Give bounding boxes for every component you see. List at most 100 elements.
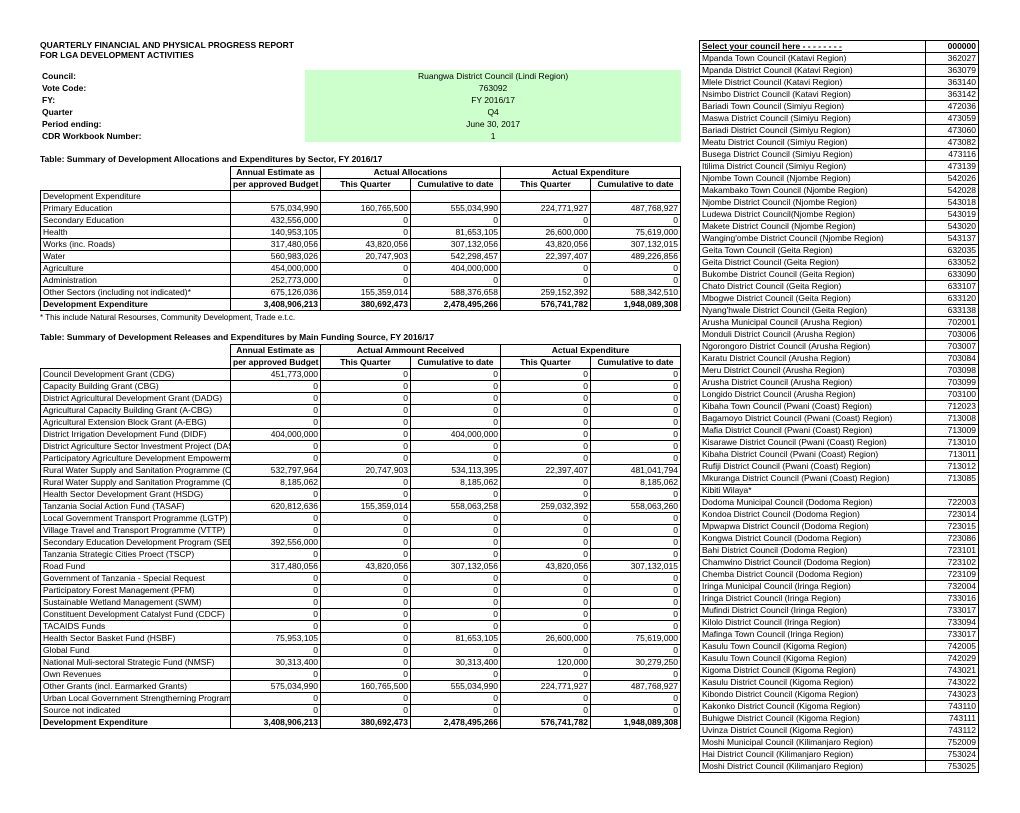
table-cell: 0 — [591, 621, 681, 633]
table-cell: 0 — [501, 381, 591, 393]
table-row-label: Own Revenues — [41, 669, 231, 681]
table-row-label: Water — [41, 251, 231, 263]
council-name: Chamwino District Council (Dodoma Region… — [700, 557, 926, 569]
table-row: Capacity Building Grant (CBG) 0 0 0 0 0 — [41, 381, 681, 393]
council-code: 733017 — [926, 605, 979, 617]
table-cell — [501, 191, 591, 203]
council-code: 743110 — [926, 701, 979, 713]
table-row: Secondary Education 432,556,000 0 0 0 0 — [41, 215, 681, 227]
meta-council-label: Council: — [40, 70, 305, 82]
table-cell: 0 — [231, 597, 321, 609]
council-list-item: Arusha Municipal Council (Arusha Region)… — [700, 317, 979, 329]
table-cell: 0 — [591, 645, 681, 657]
table-cell: 0 — [501, 525, 591, 537]
meta-vote-label: Vote Code: — [40, 82, 305, 94]
table-cell: 26,600,000 — [501, 633, 591, 645]
table-cell — [231, 191, 321, 203]
table-cell: 487,768,927 — [591, 681, 681, 693]
table-cell: 259,032,392 — [501, 501, 591, 513]
meta-council-value: Ruangwa District Council (Lindi Region) — [305, 70, 681, 82]
table-cell: 575,034,990 — [231, 203, 321, 215]
council-list-item: Uvinza District Council (Kigoma Region)7… — [700, 725, 979, 737]
table-row: Constituent Development Catalyst Fund (C… — [41, 609, 681, 621]
table-row-label: Works (inc. Roads) — [41, 239, 231, 251]
table-cell: 0 — [231, 453, 321, 465]
council-list-item: Maswa District Council (Simiyu Region)47… — [700, 113, 979, 125]
table-cell: 0 — [411, 275, 501, 287]
council-code: 543137 — [926, 233, 979, 245]
council-list-item: Kisarawe District Council (Pwani (Coast)… — [700, 437, 979, 449]
council-name: Iringa District Council (Iringa Region) — [700, 593, 926, 605]
council-name: Kondoa District Council (Dodoma Region) — [700, 509, 926, 521]
council-code: 753024 — [926, 749, 979, 761]
council-name: Kakonko District Council (Kigoma Region) — [700, 701, 926, 713]
council-name: Kasulu Town Council (Kigoma Region) — [700, 653, 926, 665]
table-cell: 0 — [321, 669, 411, 681]
table-cell: 26,600,000 — [501, 227, 591, 239]
table-cell: 0 — [591, 369, 681, 381]
table-cell: 0 — [231, 393, 321, 405]
table-row-label: Health Sector Basket Fund (HSBF) — [41, 633, 231, 645]
t1-h-alloc: Actual Allocations — [321, 167, 501, 179]
council-name: Kongwa District Council (Dodoma Region) — [700, 533, 926, 545]
council-list-item: Kasulu Town Council (Kigoma Region)74202… — [700, 653, 979, 665]
table-cell: 43,820,056 — [501, 561, 591, 573]
council-name: Chato District Council (Geita Region) — [700, 281, 926, 293]
council-list-item: Kondoa District Council (Dodoma Region)7… — [700, 509, 979, 521]
council-name: Rufiji District Council (Pwani (Coast) R… — [700, 461, 926, 473]
table-row: Secondary Education Development Program … — [41, 537, 681, 549]
table-row-label: Sustainable Wetland Management (SWM) — [41, 597, 231, 609]
table-cell: 392,556,000 — [231, 537, 321, 549]
table-row: Other Grants (incl. Earmarked Grants) 57… — [41, 681, 681, 693]
table-row: Agricultural Extension Block Grant (A-EB… — [41, 417, 681, 429]
council-name: Kisarawe District Council (Pwani (Coast)… — [700, 437, 926, 449]
table1-title: Table: Summary of Development Allocation… — [40, 154, 681, 164]
council-name: Mbogwe District Council (Geita Region) — [700, 293, 926, 305]
council-name: Geita Town Council (Geita Region) — [700, 245, 926, 257]
council-name: Ludewa District Council(Njombe Region) — [700, 209, 926, 221]
table-cell: 0 — [321, 585, 411, 597]
table-cell: 0 — [501, 573, 591, 585]
table-cell: 0 — [321, 417, 411, 429]
meta-quarter-label: Quarter — [40, 106, 305, 118]
council-name: Uvinza District Council (Kigoma Region) — [700, 725, 926, 737]
table-cell: 120,000 — [501, 657, 591, 669]
table-cell: 560,983,026 — [231, 251, 321, 263]
table-cell: 0 — [411, 393, 501, 405]
council-code: 633138 — [926, 305, 979, 317]
table-cell: 224,771,927 — [501, 203, 591, 215]
table-cell: 0 — [591, 417, 681, 429]
table-cell: 555,034,990 — [411, 203, 501, 215]
meta-period-label: Period ending: — [40, 118, 305, 130]
meta-cdr-value: 1 — [305, 130, 681, 142]
table-cell: 0 — [321, 275, 411, 287]
council-name: Mkuranga District Council (Pwani (Coast)… — [700, 473, 926, 485]
table-cell: 160,765,500 — [321, 203, 411, 215]
table-cell: 0 — [321, 645, 411, 657]
t1-h-tq2: This Quarter — [501, 179, 591, 191]
table-row-label: Capacity Building Grant (CBG) — [41, 381, 231, 393]
table-row-label: Agriculture — [41, 263, 231, 275]
table-row: Rural Water Supply and Sanitation Progra… — [41, 465, 681, 477]
table-cell: 558,063,258 — [411, 501, 501, 513]
table-cell: 0 — [411, 585, 501, 597]
council-name: Itilima District Council (Simiyu Region) — [700, 161, 926, 173]
council-code: 743021 — [926, 665, 979, 677]
table-cell: 0 — [591, 609, 681, 621]
council-list-item: Iringa District Council (Iringa Region)7… — [700, 593, 979, 605]
table-row-label: Government of Tanzania - Special Request — [41, 573, 231, 585]
table-cell: 0 — [231, 441, 321, 453]
council-list-item: Kibaha District Council (Pwani (Coast) R… — [700, 449, 979, 461]
council-code: 713010 — [926, 437, 979, 449]
council-code: 543018 — [926, 197, 979, 209]
table-cell: 0 — [411, 215, 501, 227]
table-cell: 0 — [411, 369, 501, 381]
table-cell: 0 — [321, 393, 411, 405]
table-cell: 0 — [501, 417, 591, 429]
council-list-item: Dodoma Municipal Council (Dodoma Region)… — [700, 497, 979, 509]
council-name: Hai District Council (Kilimanjaro Region… — [700, 749, 926, 761]
council-name: Longido District Council (Arusha Region) — [700, 389, 926, 401]
table-cell: 75,953,105 — [231, 633, 321, 645]
council-name: Iringa Municipal Council (Iringa Region) — [700, 581, 926, 593]
t1-h-est2: per approved Budget — [231, 179, 321, 191]
